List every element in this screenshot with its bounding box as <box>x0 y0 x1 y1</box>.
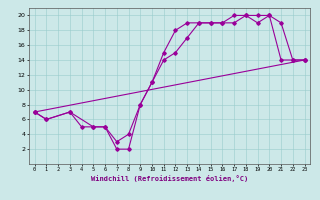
X-axis label: Windchill (Refroidissement éolien,°C): Windchill (Refroidissement éolien,°C) <box>91 175 248 182</box>
